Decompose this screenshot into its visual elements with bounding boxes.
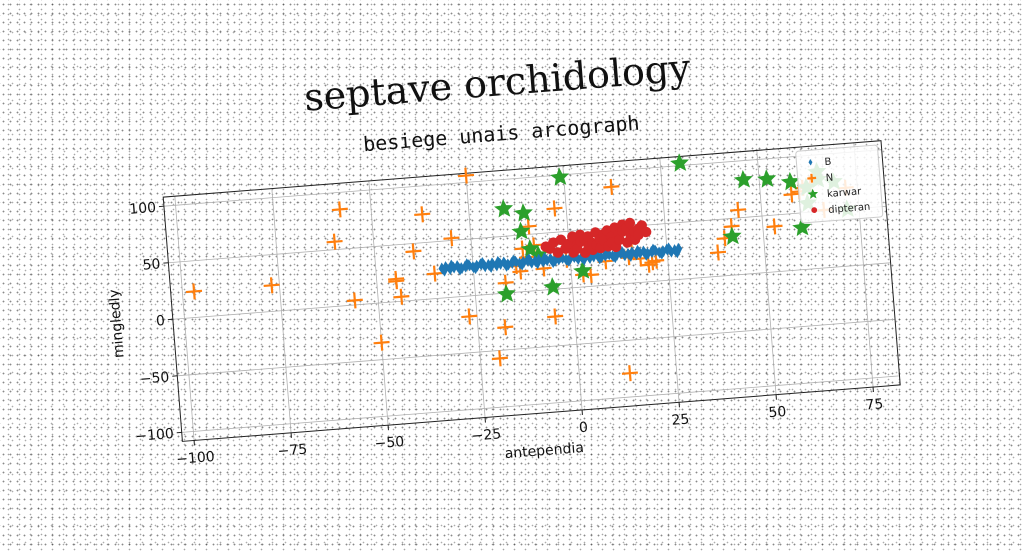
x-axis-label: antependia [504,440,584,462]
data-point [393,288,410,305]
y-tick-label: 100 [129,200,157,218]
data-point [331,201,348,218]
y-grid-line [164,150,882,206]
chart-title: septave orchidology [302,45,692,119]
data-point [346,292,363,309]
data-point [709,244,726,261]
data-point [388,273,405,290]
data-point [461,308,478,325]
y-axis-label: mingledly [106,289,127,359]
data-point [263,277,280,294]
y-grid-line [173,263,891,319]
data-point [729,201,746,218]
y-tick-label: 0 [155,313,165,330]
x-tick-label: −25 [471,426,502,444]
x-tick-label: −50 [374,434,405,452]
data-point [491,350,508,367]
y-grid-line [177,319,895,375]
data-point [443,230,460,247]
data-point [496,283,516,303]
y-tick-label: −50 [139,369,170,387]
y-tick-label: 50 [142,256,161,273]
x-tick-label: 25 [671,412,690,429]
data-point [603,178,620,195]
data-points [178,137,869,415]
data-point [405,243,422,260]
data-point [497,319,514,336]
y-grid-line [182,376,900,432]
data-point [326,233,343,250]
legend-label: B [824,157,832,169]
x-tick-label: 50 [768,404,787,421]
x-tick-label: −75 [277,442,308,460]
data-point [766,218,783,235]
data-point [373,334,390,351]
data-point [733,169,753,189]
data-point [550,167,570,187]
x-tick-label: −100 [176,449,216,468]
data-point [513,202,533,222]
data-point [543,276,563,296]
data-point [494,198,514,218]
data-point [414,206,431,223]
data-point [621,365,638,382]
y-tick-label: −100 [135,426,175,445]
data-point [546,200,563,217]
data-point [547,308,564,325]
series-b-points [438,241,683,277]
x-tick-label: 75 [865,396,884,413]
chart-subtitle: besiege unais arcograph [362,111,640,157]
x-tick-label: 0 [578,420,588,437]
legend-label: N [825,173,833,185]
data-point [185,283,202,300]
